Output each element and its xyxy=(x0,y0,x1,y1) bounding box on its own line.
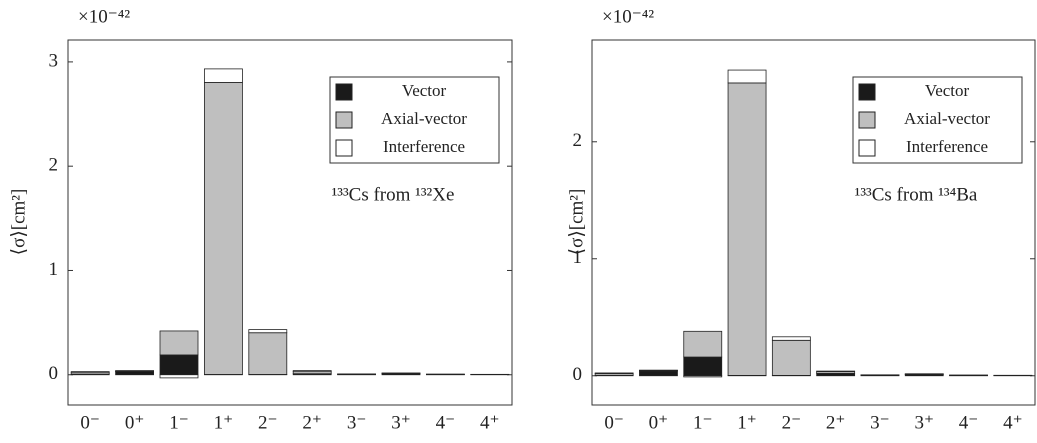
bar-segment xyxy=(116,372,154,375)
x-tick-label: 1⁺ xyxy=(737,412,757,433)
bar-segment xyxy=(160,331,198,355)
x-tick-label: 1⁺ xyxy=(214,412,234,433)
x-tick-label: 4⁻ xyxy=(436,412,456,433)
legend-swatch xyxy=(336,84,352,100)
y-tick-label: 1 xyxy=(573,247,583,268)
x-tick-label: 1⁻ xyxy=(693,412,713,433)
annotation: ¹³³Cs from ¹³²Xe xyxy=(332,184,455,205)
bar-segment xyxy=(204,69,242,83)
bar-segment xyxy=(684,331,722,357)
legend-swatch xyxy=(859,140,875,156)
bar-segment xyxy=(116,371,154,372)
legend-label: Interference xyxy=(383,137,465,156)
x-tick-label: 2⁻ xyxy=(782,412,802,433)
bar-segment xyxy=(160,375,198,378)
x-tick-label: 2⁺ xyxy=(826,412,846,433)
x-tick-label: 4⁻ xyxy=(959,412,979,433)
multiplier: ×10⁻⁴² xyxy=(78,6,130,27)
y-axis-label: ⟨σ⟩[cm²] xyxy=(8,189,29,256)
y-tick-label: 2 xyxy=(573,130,583,151)
x-tick-label: 2⁺ xyxy=(302,412,322,433)
x-tick-label: 2⁻ xyxy=(258,412,278,433)
bar-segment xyxy=(249,333,287,375)
x-tick-label: 3⁻ xyxy=(870,412,890,433)
bar-segment xyxy=(595,373,633,374)
bar-segment xyxy=(160,355,198,375)
bar-segment xyxy=(684,376,722,377)
bar-segment xyxy=(684,357,722,376)
legend-label: Interference xyxy=(906,137,988,156)
x-tick-label: 0⁻ xyxy=(604,412,624,433)
bar-segment xyxy=(204,82,242,374)
y-axis-label: ⟨σ⟩[cm²] xyxy=(566,189,587,256)
y-tick-label: 2 xyxy=(49,155,59,176)
legend-swatch xyxy=(336,112,352,128)
bar-segment xyxy=(817,371,855,372)
legend-swatch xyxy=(336,140,352,156)
y-tick-label: 1 xyxy=(49,259,59,280)
x-tick-label: 4⁺ xyxy=(1003,412,1023,433)
x-tick-label: 0⁺ xyxy=(125,412,145,433)
x-tick-label: 3⁺ xyxy=(914,412,934,433)
bar-segment xyxy=(71,372,109,373)
y-tick-label: 3 xyxy=(49,50,59,71)
legend-label: Axial-vector xyxy=(904,109,990,128)
legend-label: Vector xyxy=(925,81,970,100)
legend-label: Axial-vector xyxy=(381,109,467,128)
legend-label: Vector xyxy=(402,81,447,100)
bar-segment xyxy=(728,70,766,83)
y-tick-label: 0 xyxy=(573,364,583,385)
y-tick-label: 0 xyxy=(49,363,59,384)
bar-segment xyxy=(293,371,331,372)
bar-segment xyxy=(249,330,287,333)
multiplier: ×10⁻⁴² xyxy=(602,6,654,27)
x-tick-label: 4⁺ xyxy=(480,412,500,433)
x-tick-label: 0⁻ xyxy=(80,412,100,433)
x-tick-label: 1⁻ xyxy=(169,412,189,433)
bar-segment xyxy=(728,83,766,375)
x-tick-label: 3⁻ xyxy=(347,412,367,433)
bar-segment xyxy=(639,371,677,376)
annotation: ¹³³Cs from ¹³⁴Ba xyxy=(855,184,978,205)
x-tick-label: 0⁺ xyxy=(649,412,669,433)
bar-segment xyxy=(772,337,810,341)
x-tick-label: 3⁺ xyxy=(391,412,411,433)
legend-swatch xyxy=(859,112,875,128)
bar-segment xyxy=(772,340,810,375)
legend-swatch xyxy=(859,84,875,100)
